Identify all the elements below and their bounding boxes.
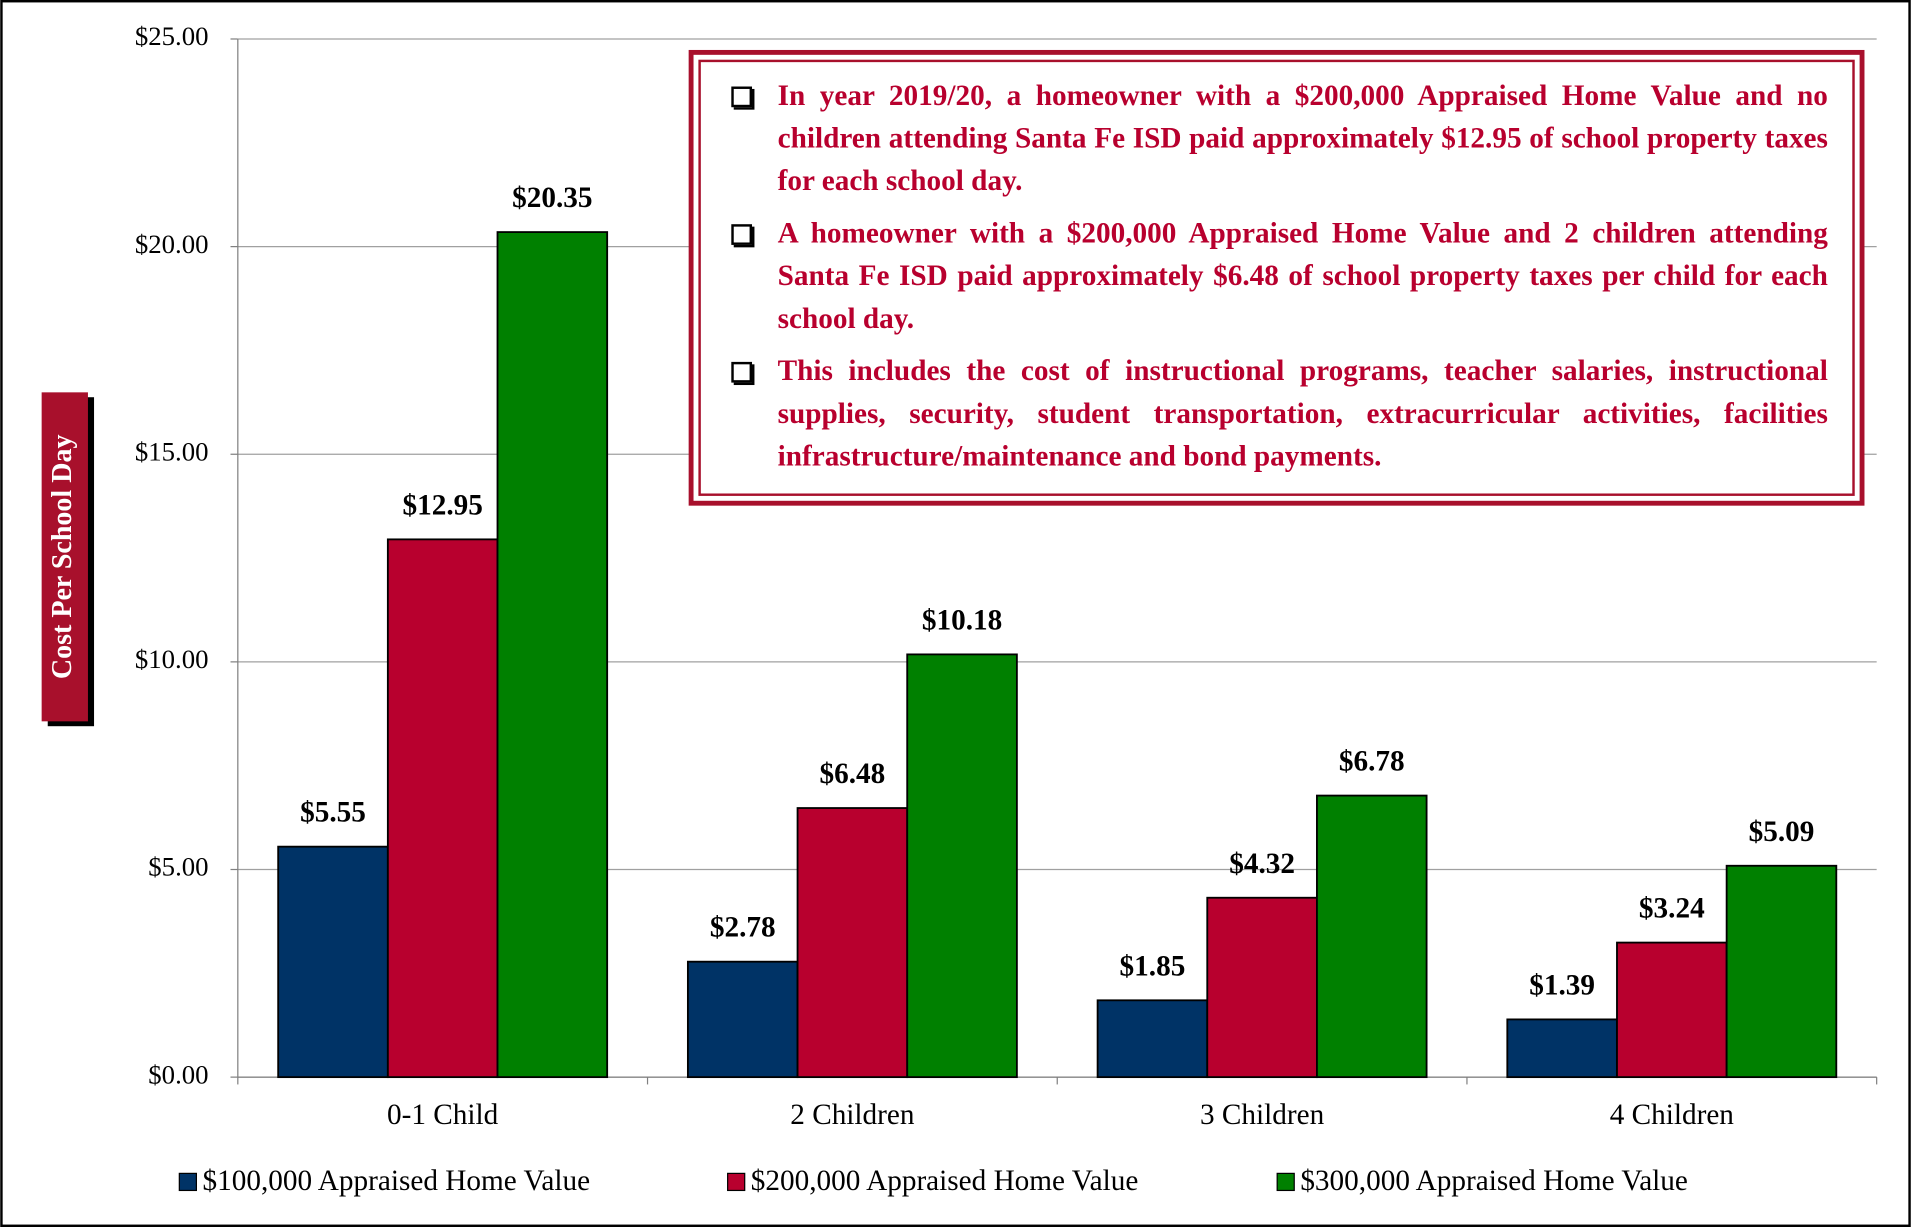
y-tick-label: $15.00 bbox=[135, 436, 209, 466]
annotation: This includes the cost of instructional … bbox=[724, 351, 1828, 479]
legend-label: $100,000 Appraised Home Value bbox=[202, 1165, 590, 1197]
annotation: In year 2019/20, a homeowner with a $200… bbox=[724, 76, 1828, 204]
y-tick-label: $20.00 bbox=[135, 229, 209, 259]
value-label: $2.78 bbox=[710, 912, 776, 944]
value-label: $4.32 bbox=[1229, 848, 1295, 880]
bar bbox=[1206, 896, 1318, 1079]
legend-swatch bbox=[178, 1172, 198, 1192]
legend-swatch bbox=[1276, 1172, 1295, 1192]
bar bbox=[1506, 1018, 1618, 1079]
bar bbox=[277, 845, 389, 1079]
value-label: $12.95 bbox=[402, 489, 482, 521]
legend-label: $200,000 Appraised Home Value bbox=[751, 1165, 1139, 1197]
bar bbox=[1316, 794, 1428, 1079]
y-tick-label: $25.00 bbox=[135, 21, 209, 51]
value-label: $5.55 bbox=[300, 797, 366, 829]
annotation-inner-border bbox=[698, 59, 1855, 496]
legend-label: $300,000 Appraised Home Value bbox=[1300, 1165, 1688, 1197]
bar bbox=[686, 960, 799, 1079]
bars: $5.55 $12.95 $20.35 $2.78 $6.48 $10.18 $1.85 $4… bbox=[277, 182, 1838, 1079]
bar bbox=[906, 653, 1018, 1079]
x-tick-label: 2 Children bbox=[790, 1099, 915, 1131]
y-tick-label: $5.00 bbox=[148, 852, 208, 882]
x-tick-label: 3 Children bbox=[1200, 1099, 1325, 1131]
value-label: $1.39 bbox=[1529, 969, 1595, 1001]
x-tick-label: 0-1 Child bbox=[387, 1099, 499, 1131]
value-label: $6.48 bbox=[819, 758, 885, 790]
bar bbox=[796, 807, 909, 1079]
y-label-box bbox=[41, 392, 88, 722]
value-label: $20.35 bbox=[512, 182, 592, 214]
value-label: $6.78 bbox=[1339, 746, 1405, 778]
annotation: A homeowner with a $200,000 Appraised Ho… bbox=[724, 213, 1828, 341]
value-label: $1.85 bbox=[1120, 950, 1186, 982]
bar bbox=[1096, 999, 1209, 1079]
value-label: $10.18 bbox=[922, 604, 1002, 636]
legend-swatch bbox=[727, 1172, 746, 1192]
bar bbox=[1616, 941, 1728, 1079]
y-tick-label: $10.00 bbox=[135, 644, 209, 674]
bar bbox=[386, 538, 499, 1079]
y-tick-label: $0.00 bbox=[148, 1059, 208, 1089]
value-label: $5.09 bbox=[1749, 816, 1815, 848]
annotation-box bbox=[688, 49, 1865, 506]
value-label: $3.24 bbox=[1639, 893, 1705, 925]
bar bbox=[1725, 864, 1838, 1079]
y-axis-label: Cost Per School Day bbox=[47, 435, 78, 680]
bar bbox=[496, 231, 609, 1079]
annotation-text-area: In year 2019/20, a homeowner with a $200… bbox=[724, 76, 1828, 479]
annotation-list: In year 2019/20, a homeowner with a $200… bbox=[724, 76, 1828, 479]
x-tick-label: 4 Children bbox=[1610, 1099, 1735, 1131]
